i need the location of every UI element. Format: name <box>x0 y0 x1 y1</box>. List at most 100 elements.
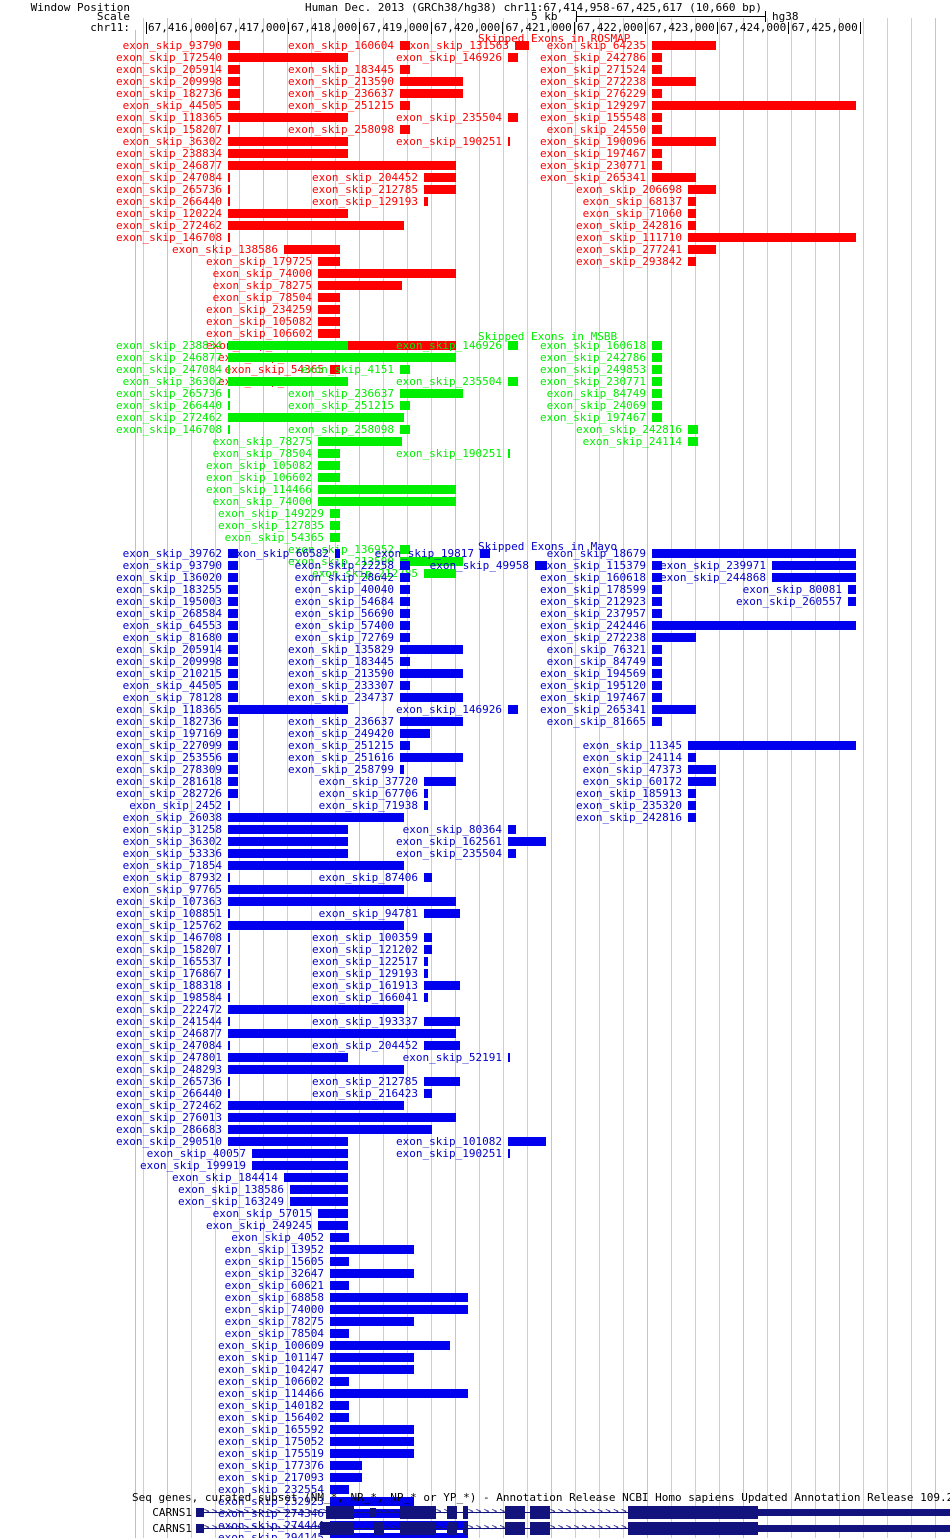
feature-bar[interactable] <box>228 825 348 834</box>
feature-label[interactable]: exon_skip_81680 <box>122 631 222 644</box>
feature-label[interactable]: exon_skip_266440 <box>116 399 222 412</box>
feature-label[interactable]: exon_skip_118365 <box>116 703 222 716</box>
feature-label[interactable]: exon_skip_160618 <box>540 339 646 352</box>
feature-label[interactable]: exon_skip_163249 <box>178 1195 284 1208</box>
feature-bar[interactable] <box>318 473 340 482</box>
feature-bar[interactable] <box>400 89 463 98</box>
feature-bar[interactable] <box>228 609 238 618</box>
feature-label[interactable]: exon_skip_107363 <box>116 895 222 908</box>
feature-label[interactable]: exon_skip_276013 <box>116 1111 222 1124</box>
feature-label[interactable]: exon_skip_149229 <box>218 507 324 520</box>
feature-bar[interactable] <box>652 161 662 170</box>
feature-label[interactable]: exon_skip_237957 <box>540 607 646 620</box>
feature-label[interactable]: exon_skip_183445 <box>288 655 394 668</box>
feature-bar[interactable] <box>424 873 432 882</box>
feature-label[interactable]: exon_skip_172540 <box>116 51 222 64</box>
feature-label[interactable]: exon_skip_146926 <box>396 339 502 352</box>
feature-label[interactable]: exon_skip_294145 <box>218 1531 324 1538</box>
feature-bar[interactable] <box>228 125 230 134</box>
feature-bar[interactable] <box>688 209 696 218</box>
feature-label[interactable]: exon_skip_93790 <box>122 559 222 572</box>
feature-bar[interactable] <box>508 837 546 846</box>
feature-label[interactable]: exon_skip_175052 <box>218 1435 324 1448</box>
feature-label[interactable]: exon_skip_36302 <box>122 135 222 148</box>
feature-bar[interactable] <box>228 729 238 738</box>
feature-label[interactable]: exon_skip_49958 <box>429 559 529 572</box>
feature-bar[interactable] <box>228 621 238 630</box>
feature-bar[interactable] <box>228 137 348 146</box>
feature-bar[interactable] <box>400 401 410 410</box>
feature-label[interactable]: exon_skip_146708 <box>116 931 222 944</box>
feature-bar[interactable] <box>424 957 428 966</box>
feature-label[interactable]: exon_skip_195120 <box>540 679 646 692</box>
feature-label[interactable]: exon_skip_165592 <box>218 1423 324 1436</box>
feature-bar[interactable] <box>400 597 410 606</box>
feature-label[interactable]: exon_skip_161913 <box>312 979 418 992</box>
feature-bar[interactable] <box>318 461 340 470</box>
feature-label[interactable]: exon_skip_66582 <box>229 547 329 560</box>
feature-bar[interactable] <box>330 1353 414 1362</box>
feature-label[interactable]: exon_skip_78504 <box>212 447 312 460</box>
feature-bar[interactable] <box>228 149 348 158</box>
feature-bar[interactable] <box>228 221 404 230</box>
feature-label[interactable]: exon_skip_155548 <box>540 111 646 124</box>
feature-label[interactable]: exon_skip_67706 <box>318 787 418 800</box>
feature-label[interactable]: exon_skip_84749 <box>546 655 646 668</box>
feature-bar[interactable] <box>330 1425 414 1434</box>
feature-label[interactable]: exon_skip_57015 <box>212 1207 312 1220</box>
feature-bar[interactable] <box>318 1221 348 1230</box>
feature-bar[interactable] <box>652 41 716 50</box>
feature-label[interactable]: exon_skip_251215 <box>288 399 394 412</box>
feature-bar[interactable] <box>330 533 340 542</box>
feature-label[interactable]: exon_skip_205914 <box>116 63 222 76</box>
gene-exon-block[interactable] <box>530 1506 550 1519</box>
feature-bar[interactable] <box>318 341 456 350</box>
feature-label[interactable]: exon_skip_131563 <box>403 39 509 52</box>
feature-label[interactable]: exon_skip_213590 <box>288 667 394 680</box>
feature-label[interactable]: exon_skip_108851 <box>116 907 222 920</box>
feature-label[interactable]: exon_skip_114466 <box>206 483 312 496</box>
feature-label[interactable]: exon_skip_277241 <box>576 243 682 256</box>
feature-bar[interactable] <box>228 1089 230 1098</box>
feature-bar[interactable] <box>330 1245 414 1254</box>
feature-label[interactable]: exon_skip_129193 <box>312 967 418 980</box>
feature-bar[interactable] <box>228 197 230 206</box>
feature-bar[interactable] <box>400 753 463 762</box>
feature-label[interactable]: exon_skip_272462 <box>116 219 222 232</box>
feature-bar[interactable] <box>318 1209 348 1218</box>
feature-label[interactable]: exon_skip_244868 <box>660 571 766 584</box>
feature-bar[interactable] <box>424 1017 460 1026</box>
feature-label[interactable]: exon_skip_260557 <box>736 595 842 608</box>
feature-bar[interactable] <box>688 777 716 786</box>
feature-bar[interactable] <box>400 669 463 678</box>
feature-label[interactable]: exon_skip_74000 <box>224 1303 324 1316</box>
feature-label[interactable]: exon_skip_78275 <box>212 279 312 292</box>
feature-bar[interactable] <box>688 789 696 798</box>
feature-bar[interactable] <box>330 1461 362 1470</box>
feature-label[interactable]: exon_skip_239971 <box>660 559 766 572</box>
feature-label[interactable]: exon_skip_78275 <box>224 1315 324 1328</box>
feature-label[interactable]: exon_skip_13952 <box>224 1243 324 1256</box>
feature-label[interactable]: exon_skip_120224 <box>116 207 222 220</box>
feature-label[interactable]: exon_skip_233307 <box>288 679 394 692</box>
feature-bar[interactable] <box>688 185 716 194</box>
feature-label[interactable]: exon_skip_100609 <box>218 1339 324 1352</box>
feature-label[interactable]: exon_skip_190251 <box>396 447 502 460</box>
feature-label[interactable]: exon_skip_236637 <box>288 715 394 728</box>
feature-bar[interactable] <box>424 801 428 810</box>
gene-exon-block[interactable] <box>628 1522 758 1535</box>
feature-bar[interactable] <box>400 645 463 654</box>
feature-bar[interactable] <box>400 657 410 666</box>
feature-bar[interactable] <box>330 1437 414 1446</box>
feature-label[interactable]: exon_skip_87406 <box>318 871 418 884</box>
feature-bar[interactable] <box>400 693 463 702</box>
feature-label[interactable]: exon_skip_175519 <box>218 1447 324 1460</box>
feature-label[interactable]: exon_skip_199919 <box>140 1159 246 1172</box>
feature-bar[interactable] <box>228 873 230 882</box>
feature-label[interactable]: exon_skip_104247 <box>218 1363 324 1376</box>
feature-label[interactable]: exon_skip_44505 <box>122 679 222 692</box>
feature-label[interactable]: exon_skip_205914 <box>116 643 222 656</box>
feature-bar[interactable] <box>515 41 529 50</box>
feature-bar[interactable] <box>228 981 230 990</box>
feature-label[interactable]: exon_skip_115379 <box>540 559 646 572</box>
